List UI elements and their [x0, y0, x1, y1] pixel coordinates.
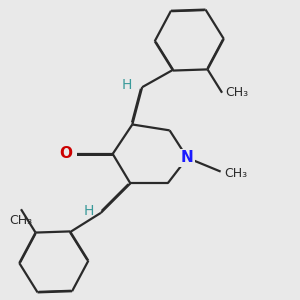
Text: CH₃: CH₃ [9, 214, 33, 227]
Text: CH₃: CH₃ [225, 86, 248, 99]
Text: CH₃: CH₃ [224, 167, 247, 180]
Text: H: H [122, 78, 132, 92]
Text: O: O [60, 146, 73, 161]
Text: N: N [181, 150, 194, 165]
Text: H: H [83, 204, 94, 218]
